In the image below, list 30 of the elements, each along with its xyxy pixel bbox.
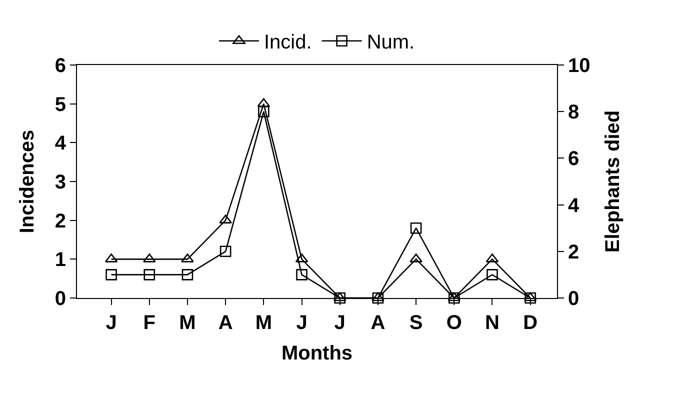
y2-tick-label: 6 [568,148,580,170]
y2-tick-label: 2 [568,241,580,264]
y2-tick-label: 0 [568,288,580,310]
x-tick-label: M [179,312,196,334]
y-tick-label: 2 [54,210,66,232]
x-tick-label: J [296,312,308,334]
x-tick-label: M [255,312,272,334]
x-tick-label: N [485,312,500,334]
y-tick-label: 5 [54,94,66,116]
x-tick-label: D [523,312,538,334]
y2-axis-title: Elephants died [602,110,624,253]
legend-label: Incid. [264,32,312,54]
y-axis-title: Incidences [16,130,38,234]
x-tick-label: A [218,312,233,334]
x-tick-label: J [334,312,346,334]
x-tick-label: J [106,312,117,334]
legend-label: Num. [366,32,415,54]
y-tick-label: 3 [54,172,66,194]
y2-tick-label: 10 [568,55,590,77]
y-tick-label: 4 [54,132,67,155]
x-axis-title: Months [281,342,353,364]
x-tick-label: S [409,312,423,334]
y-tick-label: 6 [54,55,66,77]
x-tick-label: O [446,312,462,334]
y2-tick-label: 8 [568,102,580,124]
y-tick-label: 0 [54,288,66,310]
y-tick-label: 1 [54,249,66,272]
y2-tick-label: 4 [568,194,580,217]
x-tick-label: F [143,312,156,334]
x-tick-label: A [370,312,386,334]
